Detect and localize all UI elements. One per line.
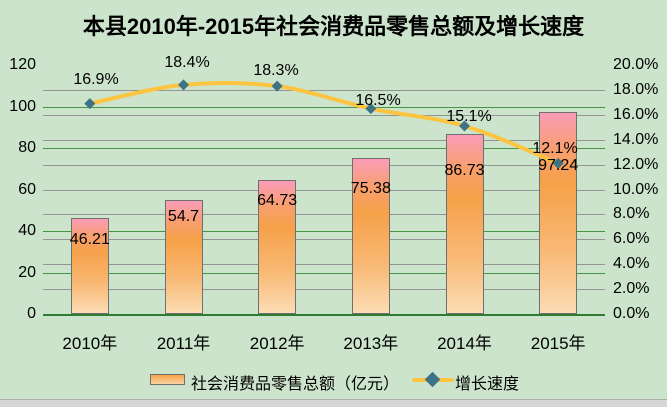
left-axis-tick: 0 [27,305,36,322]
gridline-grey [43,239,605,241]
growth-rate-label: 12.1% [532,140,578,157]
growth-rate-label: 18.3% [253,62,299,79]
right-axis-tick: 20.0% [613,56,659,73]
x-axis-label-2012年: 2012年 [249,334,305,353]
legend: 社会消费品零售总额（亿元） 增长速度 [0,367,667,393]
left-axis-tick: 120 [9,56,36,73]
right-axis-tick: 2.0% [613,280,650,298]
x-axis-label-2010年: 2010年 [62,334,118,353]
right-axis-tick: 18.0% [613,80,659,98]
bar-2012年 [258,179,297,314]
growth-rate-line [84,79,564,169]
diamond-marker-icon [84,98,96,110]
right-axis-tick: 0.0% [613,305,650,322]
gridline-grey [43,189,605,191]
bar-2014年 [445,134,484,314]
right-axis-tick: 8.0% [613,205,650,223]
bar-value-label: 75.38 [350,180,391,197]
bar-value-label: 46.21 [69,231,110,248]
gridline-green [43,106,605,108]
gridline-grey [43,264,605,266]
legend-bar-label: 社会消费品零售总额（亿元） [191,376,400,393]
right-axis-tick: 14.0% [613,130,659,148]
x-axis-label-2014年: 2014年 [437,334,492,353]
right-axis-tick: 6.0% [613,230,650,248]
gridline-grey [43,214,605,216]
right-axis-tick: 4.0% [613,255,650,273]
legend-bar-swatch [150,374,185,385]
gridline-grey [43,139,605,141]
growth-line-path [87,80,561,166]
gridline-grey [43,289,605,291]
legend-diamond-marker-icon [424,371,441,388]
x-axis-label-2013年: 2013年 [343,334,399,353]
diamond-marker-icon [552,157,564,169]
left-axis-tick: 80 [18,139,36,156]
left-axis-tick: 20 [18,263,36,281]
diamond-marker-icon [178,79,189,91]
bar-value-label: 54.7 [167,208,200,225]
right-axis-tick: 16.0% [613,105,659,123]
left-axis-tick: 40 [18,222,36,239]
growth-rate-label: 18.4% [164,54,210,71]
right-axis-tick: 10.0% [613,180,659,198]
right-axis-tick: 12.0% [613,155,659,173]
growth-rate-label: 16.9% [73,71,119,88]
left-axis-tick: 100 [9,97,36,115]
gridline-grey [43,89,605,91]
gridline-green [43,272,605,274]
bar-2011年 [164,200,203,314]
gridline-grey [43,164,605,166]
plot-area: 46.21 54.7 64.73 75.38 86.73 97.24 16.9% 18.4% 1… [43,54,605,316]
diamond-marker-icon [271,80,283,92]
bar-value-label: 86.73 [444,162,485,179]
growth-rate-label: 15.1% [446,108,492,125]
diamond-marker-icon [365,103,377,115]
gridline-grey [43,114,605,116]
bottom-strip [0,399,667,407]
gridline-green [43,231,605,232]
bar-value-label: 64.73 [257,192,298,209]
diamond-marker-icon [459,120,470,132]
bar-2010年 [70,218,109,314]
x-axis-label-2011年: 2011年 [156,334,211,353]
legend-line-label: 增长速度 [455,376,520,393]
bar-value-label: 97.24 [538,157,579,174]
gridline-green [43,148,605,149]
x-axis-label-2015年: 2015年 [530,334,586,353]
chart-title: 本县2010年-2015年社会消费品零售总额及增长速度 [82,14,585,39]
bar-2015年 [539,112,578,314]
left-axis-tick: 60 [18,180,36,198]
bar-2013年 [351,157,390,314]
growth-rate-label: 16.5% [355,92,401,109]
